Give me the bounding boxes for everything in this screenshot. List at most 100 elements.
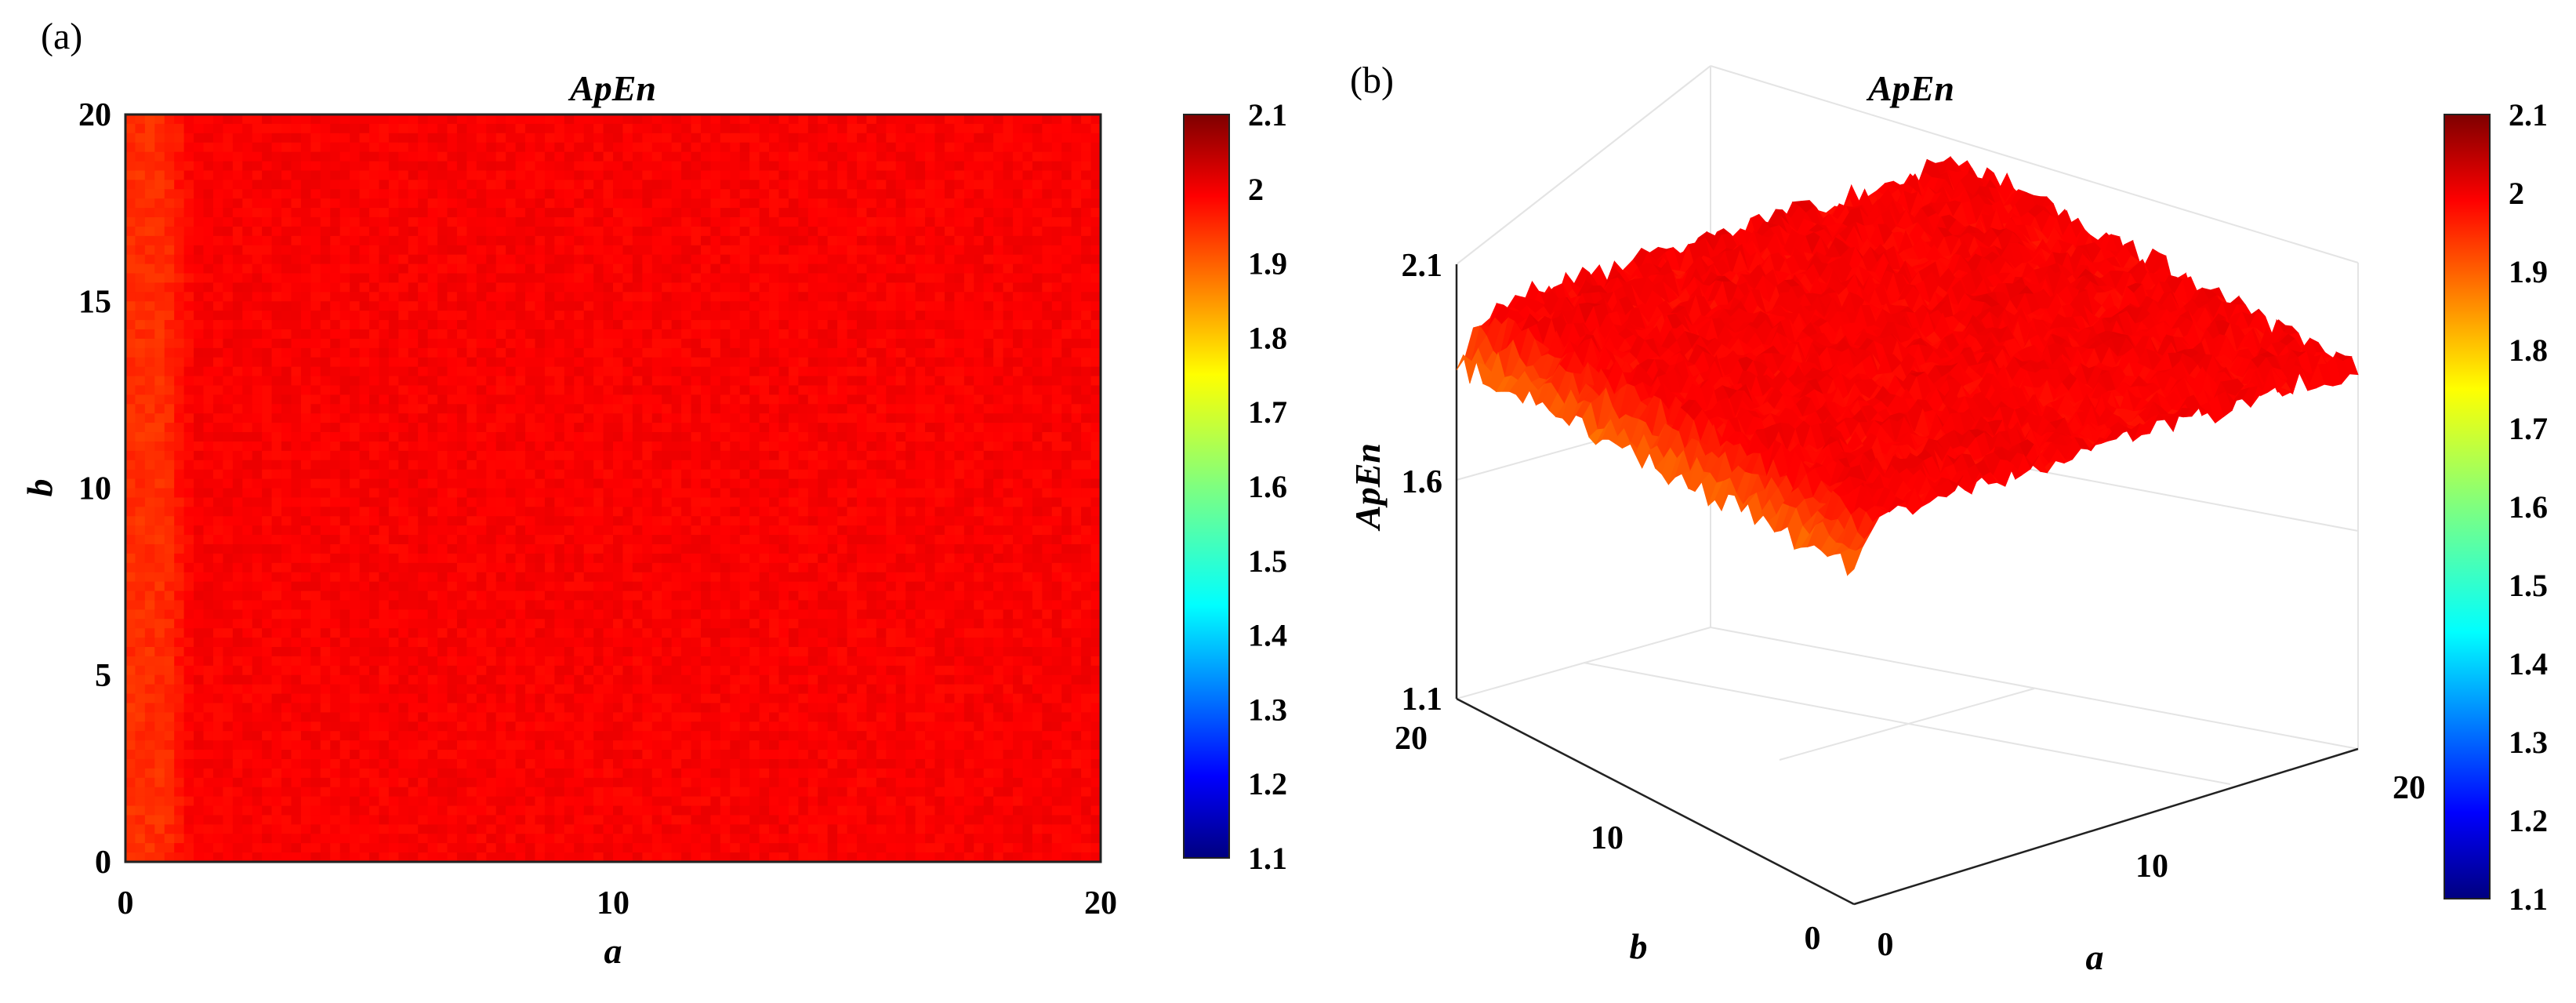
heatmap-cell bbox=[223, 123, 234, 134]
heatmap-cell bbox=[681, 609, 692, 620]
heatmap-cell bbox=[203, 413, 214, 423]
heatmap-cell bbox=[554, 366, 565, 377]
heatmap-cell bbox=[359, 507, 370, 517]
heatmap-cell bbox=[544, 815, 555, 825]
heatmap-cell bbox=[603, 750, 614, 760]
heatmap-cell bbox=[456, 572, 467, 583]
heatmap-cell bbox=[350, 852, 361, 863]
heatmap-cell bbox=[544, 282, 555, 293]
heatmap-cell bbox=[476, 600, 487, 610]
heatmap-cell bbox=[642, 180, 653, 190]
heatmap-cell bbox=[486, 731, 497, 741]
heatmap-cell bbox=[671, 553, 682, 564]
heatmap-cell bbox=[135, 282, 146, 293]
heatmap-cell bbox=[271, 693, 282, 704]
heatmap-cell bbox=[506, 543, 517, 554]
heatmap-cell bbox=[320, 581, 331, 592]
heatmap-cell bbox=[183, 263, 194, 274]
heatmap-cell bbox=[613, 843, 624, 853]
heatmap-cell bbox=[613, 488, 624, 499]
heatmap-cell bbox=[379, 394, 390, 405]
heatmap-cell bbox=[398, 478, 409, 489]
heatmap-cell bbox=[388, 460, 399, 471]
heatmap-cell bbox=[466, 413, 477, 423]
heatmap-cell bbox=[476, 665, 487, 676]
heatmap-cell bbox=[525, 609, 536, 620]
heatmap-cell bbox=[164, 674, 175, 685]
heatmap-cell bbox=[700, 805, 711, 816]
heatmap-cell bbox=[564, 750, 575, 760]
heatmap-cell bbox=[544, 591, 555, 601]
heatmap-cell bbox=[242, 469, 253, 480]
heatmap-cell bbox=[730, 114, 741, 125]
heatmap-cell bbox=[183, 824, 194, 834]
heatmap-cell bbox=[535, 347, 546, 358]
heatmap-cell bbox=[456, 843, 467, 853]
heatmap-cell bbox=[144, 721, 155, 732]
heatmap-cell bbox=[554, 572, 565, 583]
heatmap-cell bbox=[135, 292, 146, 302]
heatmap-cell bbox=[515, 235, 526, 246]
heatmap-cell bbox=[281, 721, 292, 732]
heatmap-cell bbox=[183, 441, 194, 452]
heatmap-cell bbox=[700, 180, 711, 190]
heatmap-cell bbox=[164, 142, 175, 153]
heatmap-cell bbox=[583, 815, 594, 825]
heatmap-cell bbox=[447, 180, 458, 190]
heatmap-cell bbox=[359, 843, 370, 853]
heatmap-cell bbox=[700, 638, 711, 648]
heatmap-cell bbox=[291, 404, 302, 414]
heatmap-cell bbox=[710, 834, 721, 844]
heatmap-cell bbox=[359, 123, 370, 134]
heatmap-cell bbox=[427, 320, 438, 330]
heatmap-cell bbox=[262, 226, 273, 237]
heatmap-cell bbox=[662, 329, 673, 340]
heatmap-cell bbox=[271, 441, 282, 452]
heatmap-cell bbox=[603, 282, 614, 293]
heatmap-cell bbox=[135, 581, 146, 592]
heatmap-cell bbox=[291, 320, 302, 330]
heatmap-cell bbox=[125, 161, 136, 172]
heatmap-cell bbox=[720, 151, 731, 162]
heatmap-cell bbox=[564, 151, 575, 162]
heatmap-cell bbox=[554, 703, 565, 713]
heatmap-cell bbox=[495, 815, 506, 825]
heatmap-cell bbox=[632, 123, 643, 134]
heatmap-cell bbox=[183, 665, 194, 676]
heatmap-cell bbox=[613, 208, 624, 218]
heatmap-cell bbox=[642, 114, 653, 125]
heatmap-cell bbox=[427, 114, 438, 125]
heatmap-cell bbox=[574, 338, 585, 349]
heatmap-cell bbox=[710, 423, 721, 433]
heatmap-cell bbox=[574, 441, 585, 452]
heatmap-cell bbox=[495, 787, 506, 798]
heatmap-cell bbox=[271, 609, 282, 620]
heatmap-cell bbox=[525, 357, 536, 368]
heatmap-cell bbox=[554, 535, 565, 545]
heatmap-cell bbox=[212, 562, 223, 573]
heatmap-cell bbox=[125, 423, 136, 433]
heatmap-cell bbox=[125, 432, 136, 442]
heatmap-cell bbox=[554, 189, 565, 199]
heatmap-cell bbox=[164, 497, 175, 507]
heatmap-cell bbox=[252, 282, 263, 293]
heatmap-cell bbox=[339, 432, 350, 442]
heatmap-cell bbox=[252, 525, 263, 536]
heatmap-cell bbox=[144, 543, 155, 554]
heatmap-cell bbox=[486, 591, 497, 601]
heatmap-cell bbox=[398, 553, 409, 564]
heatmap-cell bbox=[339, 572, 350, 583]
heatmap-cell bbox=[262, 170, 273, 180]
heatmap-cell bbox=[691, 507, 702, 517]
heatmap-cell bbox=[320, 543, 331, 554]
heatmap-cell bbox=[174, 535, 185, 545]
heatmap-cell bbox=[330, 665, 341, 676]
heatmap-cell bbox=[574, 282, 585, 293]
heatmap-cell bbox=[203, 656, 214, 667]
heatmap-cell bbox=[379, 516, 390, 526]
heatmap-cell bbox=[486, 665, 497, 676]
heatmap-cell bbox=[369, 777, 380, 788]
heatmap-cell bbox=[300, 572, 311, 583]
heatmap-cell bbox=[427, 142, 438, 153]
heatmap-cell bbox=[730, 329, 741, 340]
